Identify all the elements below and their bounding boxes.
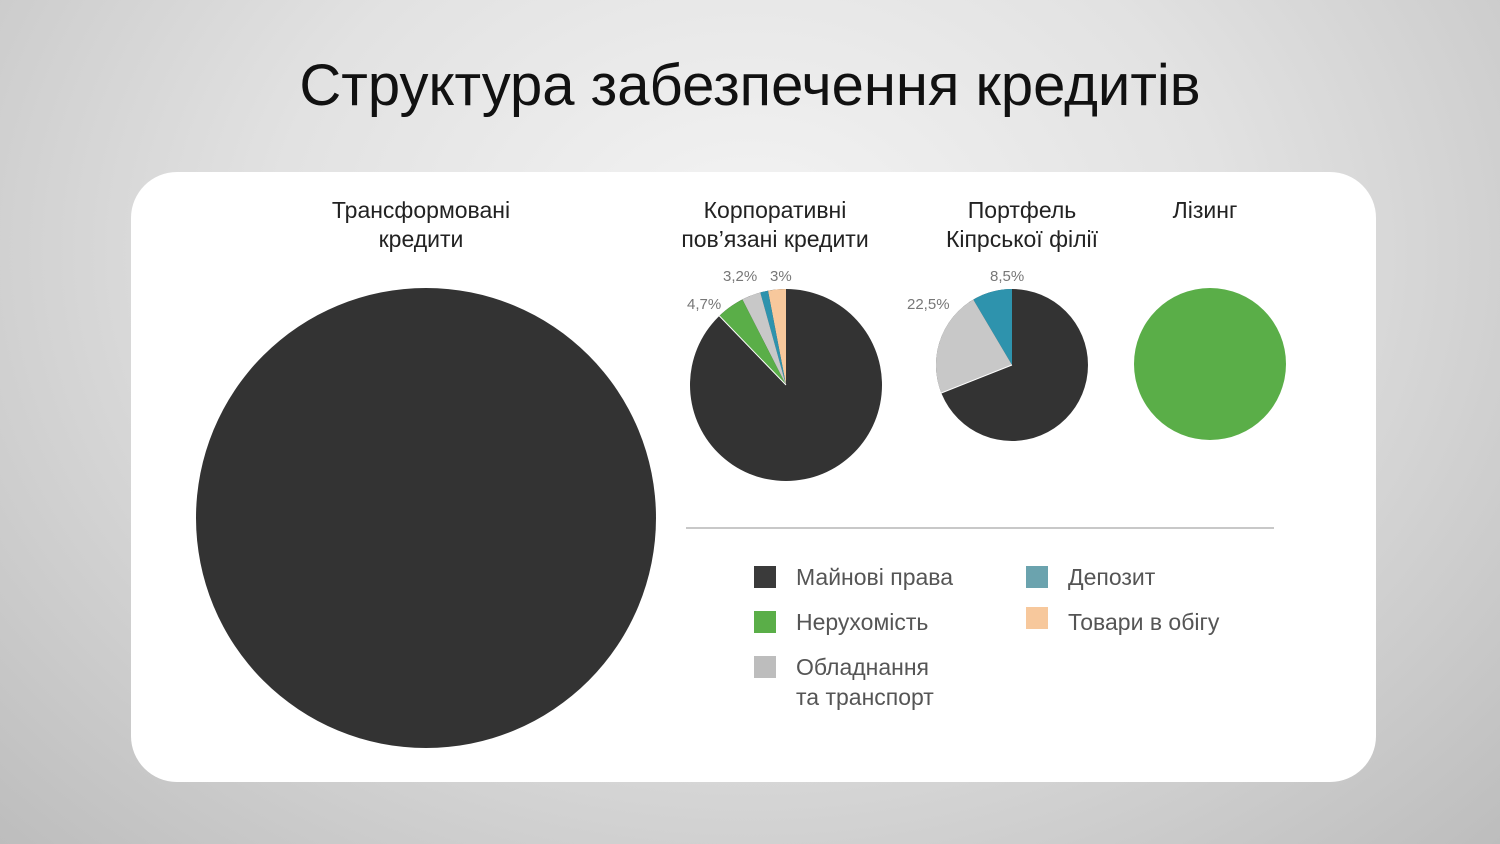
- pie-title-line: Корпоративні: [703, 197, 847, 223]
- legend-swatch: [1026, 566, 1048, 588]
- pie-corporate: [690, 289, 882, 481]
- legend-swatch: [1026, 607, 1048, 629]
- legend-item-property-rights: Майнові права: [754, 562, 953, 592]
- legend-label: Депозит: [1068, 564, 1156, 590]
- legend-item-equipment: Обладнання та транспорт: [754, 652, 934, 712]
- legend-swatch: [754, 611, 776, 633]
- label-corporate-goods: 3%: [770, 268, 792, 285]
- legend-item-real-estate: Нерухомість: [754, 607, 928, 637]
- pie-title-corporate: Корпоративні пов’язані кредити: [650, 196, 900, 254]
- page-title: Структура забезпечення кредитів: [299, 53, 1201, 118]
- legend-divider: [686, 527, 1274, 529]
- legend-swatch: [754, 566, 776, 588]
- legend-label: Нерухомість: [796, 609, 929, 635]
- legend-label: Обладнання та транспорт: [796, 652, 934, 712]
- pie-title-leasing: Лізинг: [1130, 196, 1280, 225]
- legend-label-line: та транспорт: [796, 684, 934, 710]
- label-cyprus-deposit: 8,5%: [990, 268, 1025, 285]
- label-cyprus-equipment: 22,5%: [907, 296, 950, 313]
- legend-swatch: [754, 656, 776, 678]
- legend-label: Товари в обігу: [1068, 609, 1220, 635]
- pie-title-line: Лізинг: [1172, 197, 1238, 223]
- legend-label: Майнові права: [796, 564, 954, 590]
- pie-leasing: [1134, 288, 1286, 440]
- pie-title-line: Кіпрської філії: [945, 226, 1099, 252]
- pie-transformed: [196, 288, 656, 748]
- pie-title-line: Трансформовані: [331, 197, 511, 223]
- legend-item-goods: Товари в обігу: [1026, 607, 1219, 637]
- label-corporate-equipment: 3,2%: [723, 268, 758, 285]
- label-corporate-realty: 4,7%: [687, 296, 722, 313]
- pie-cyprus: [935, 289, 1088, 441]
- pie-title-line: кредити: [378, 226, 464, 252]
- legend-item-deposit: Депозит: [1026, 562, 1155, 592]
- pie-title-cyprus: Портфель Кіпрської філії: [912, 196, 1132, 254]
- legend-label-line: Обладнання: [796, 654, 930, 680]
- pie-title-line: пов’язані кредити: [681, 226, 869, 252]
- pie-title-line: Портфель: [967, 197, 1077, 223]
- pie-title-transformed: Трансформовані кредити: [271, 196, 571, 254]
